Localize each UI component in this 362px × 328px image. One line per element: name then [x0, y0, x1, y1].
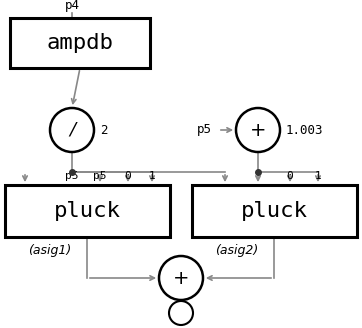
Text: 1: 1: [315, 171, 321, 181]
Bar: [10, 18, 150, 68]
Text: (asig1): (asig1): [28, 244, 71, 257]
Text: 1: 1: [149, 171, 155, 181]
Bar: [192, 185, 357, 237]
Text: +: +: [250, 120, 266, 139]
Text: p5: p5: [197, 124, 212, 136]
Text: p4: p4: [64, 0, 80, 12]
Text: 0: 0: [287, 171, 293, 181]
Text: p5: p5: [65, 171, 79, 181]
Circle shape: [159, 256, 203, 300]
Circle shape: [236, 108, 280, 152]
Text: +: +: [173, 269, 189, 288]
Bar: [5, 185, 170, 237]
Text: 0: 0: [125, 171, 131, 181]
Text: ampdb: ampdb: [47, 33, 113, 53]
Text: pluck: pluck: [241, 201, 308, 221]
Text: (asig2): (asig2): [215, 244, 258, 257]
Circle shape: [169, 301, 193, 325]
Text: /: /: [69, 121, 75, 139]
Text: p5: p5: [93, 171, 107, 181]
Text: 2: 2: [100, 124, 108, 136]
Text: 1.003: 1.003: [286, 124, 324, 136]
Text: pluck: pluck: [54, 201, 121, 221]
Circle shape: [50, 108, 94, 152]
